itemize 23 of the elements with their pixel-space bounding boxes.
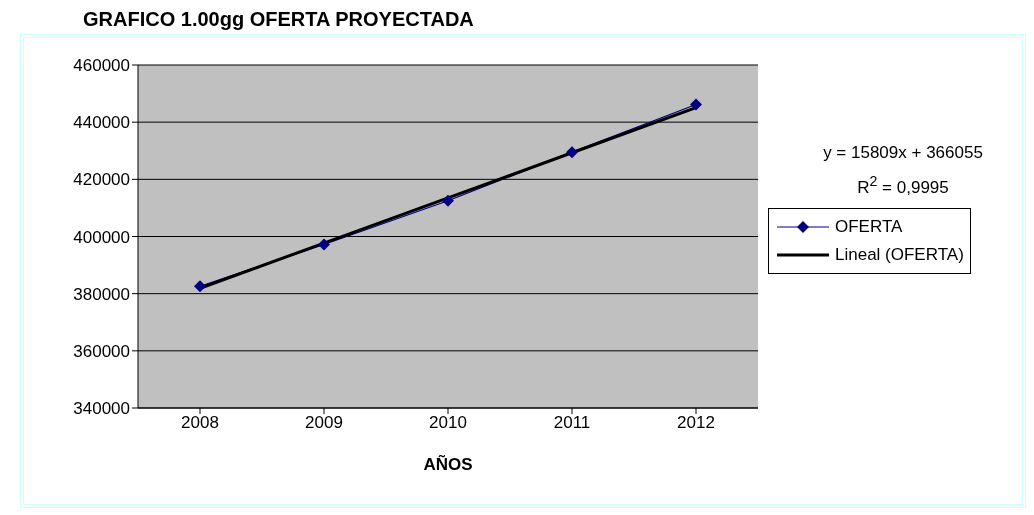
text: y = 15809x + 366055 [822,143,984,163]
point [442,194,454,207]
x-tick-label: 2009 [305,413,343,433]
y-tick-label: 460000 [73,56,130,76]
chart-title: GRAFICO 1.00gg OFERTA PROYECTADA [83,8,474,31]
y-tick-label: 380000 [73,284,130,304]
x-tick-label: 2012 [677,413,715,433]
y-tick-label: 440000 [73,113,130,133]
point [690,98,702,111]
point [194,280,206,293]
y-tick-label: 360000 [73,341,130,361]
x-tick-label: 2010 [429,413,467,433]
x-tick-label: 2011 [553,413,591,433]
legend-label: Lineal (OFERTA) [835,245,964,265]
legend-label: OFERTA [835,217,903,237]
text: R$^{2}$ = 0,9995 [856,173,950,198]
y-tick-label: 420000 [73,170,130,190]
point [318,238,330,251]
y-tick-label: 340000 [73,399,130,419]
y-tick-label: 400000 [73,227,130,247]
x-tick-label: 2008 [181,413,219,433]
x-axis-title: AÑOS [423,454,473,474]
point [566,146,578,159]
